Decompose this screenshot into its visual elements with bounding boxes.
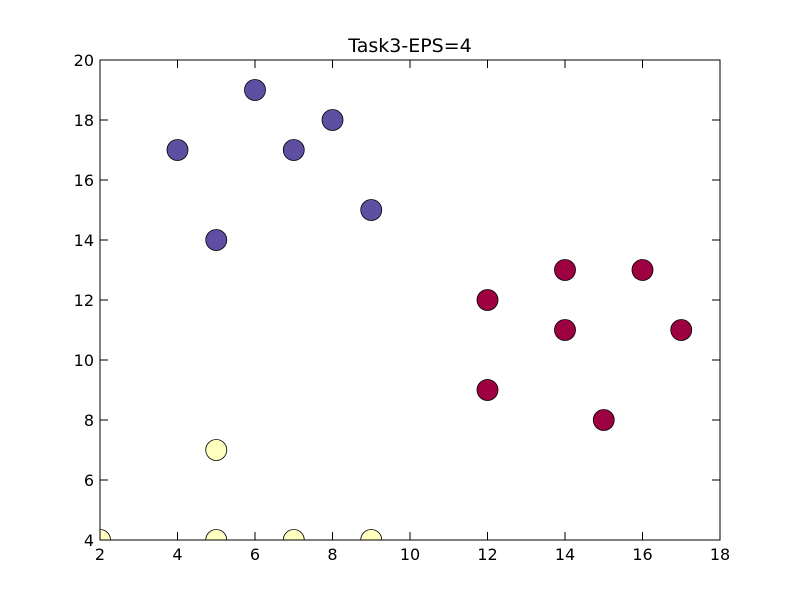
y-tick-label: 6	[84, 471, 94, 490]
x-tick-label: 16	[632, 545, 652, 564]
data-point-s1-1	[476, 379, 499, 401]
x-tick-label: 14	[555, 545, 575, 564]
data-point-s2-0	[100, 529, 111, 540]
data-point-s0-0	[166, 139, 189, 161]
data-point-s1-2	[554, 259, 576, 281]
data-point-s1-5	[631, 259, 654, 281]
data-point-s0-3	[282, 139, 305, 161]
data-point-s1-0	[476, 289, 499, 311]
data-point-s2-1	[205, 439, 228, 461]
data-point-s1-3	[554, 319, 576, 341]
y-tick-label: 20	[74, 51, 94, 70]
data-point-s0-1	[205, 229, 228, 251]
y-tick-label: 12	[74, 291, 94, 310]
data-point-s2-4	[360, 529, 383, 540]
data-point-s0-2	[244, 79, 266, 101]
x-tick-label: 12	[477, 545, 497, 564]
y-tick-label: 16	[74, 171, 94, 190]
y-tick-label: 4	[84, 531, 94, 550]
x-tick-label: 8	[327, 545, 337, 564]
data-point-s0-5	[360, 199, 383, 221]
x-tick-label: 2	[95, 545, 105, 564]
y-tick-label: 18	[74, 111, 94, 130]
x-tick-label: 10	[400, 545, 420, 564]
data-point-s2-3	[282, 529, 305, 540]
data-point-s0-4	[321, 109, 344, 131]
x-tick-label: 18	[710, 545, 730, 564]
data-point-s2-2	[205, 529, 228, 540]
data-point-s1-4	[592, 409, 615, 431]
y-tick-label: 8	[84, 411, 94, 430]
data-points	[100, 79, 693, 540]
y-tick-label: 10	[74, 351, 94, 370]
y-tick-label: 14	[74, 231, 94, 250]
data-point-s1-6	[670, 319, 693, 341]
chart-title: Task3-EPS=4	[347, 35, 471, 57]
x-tick-label: 4	[172, 545, 182, 564]
x-tick-label: 6	[250, 545, 260, 564]
